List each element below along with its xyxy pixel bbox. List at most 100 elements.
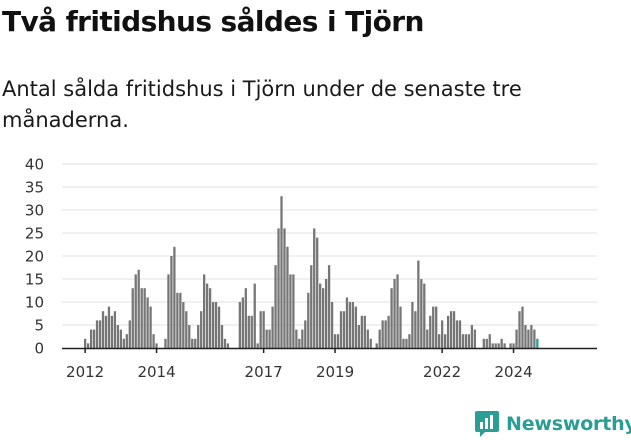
bar <box>357 325 360 348</box>
bar <box>104 315 108 348</box>
bar <box>402 338 405 348</box>
bar <box>238 302 241 348</box>
bar <box>333 334 337 348</box>
bar <box>86 343 90 348</box>
bar <box>396 274 399 348</box>
bar <box>301 329 304 348</box>
bar <box>122 338 125 348</box>
y-tick-label: 20 <box>25 248 44 266</box>
bar <box>289 274 292 348</box>
bar <box>125 334 128 348</box>
bars <box>84 196 539 348</box>
bar-chart: 0 5 10 15 20 25 30 35 40 2012 2014 2017 2019 2022 202… <box>25 156 597 381</box>
bar <box>348 302 352 348</box>
bar <box>360 315 363 348</box>
x-axis-ticks: 2012 2014 2017 2019 2022 2024 <box>66 348 533 381</box>
bar <box>378 329 381 348</box>
bar <box>292 274 295 348</box>
brand-logo: Newsworthy <box>474 408 631 440</box>
bar <box>214 302 218 348</box>
bar <box>208 288 212 348</box>
bar <box>470 325 474 348</box>
bar <box>223 338 227 348</box>
bar <box>280 196 283 348</box>
bar <box>411 302 414 348</box>
bar <box>179 292 182 348</box>
bar <box>92 329 96 348</box>
bar <box>533 329 536 348</box>
bar <box>203 274 206 348</box>
y-tick-label: 5 <box>34 317 44 335</box>
bar <box>438 334 441 348</box>
y-axis-ticks: 0 5 10 15 20 25 30 35 40 <box>25 156 44 358</box>
bar <box>84 338 87 348</box>
y-tick-label: 25 <box>25 225 44 243</box>
bar <box>399 306 402 348</box>
bar <box>322 288 325 348</box>
bar <box>530 325 533 348</box>
bar <box>220 325 224 348</box>
bar <box>515 329 518 348</box>
bar <box>262 311 265 348</box>
bar <box>390 288 393 348</box>
bar <box>467 334 471 348</box>
x-tick-label: 2014 <box>137 363 175 381</box>
bar <box>417 260 420 348</box>
bar <box>336 334 340 348</box>
bar <box>116 325 120 348</box>
chart-subtitle: Antal sålda fritidshus i Tjörn under de … <box>2 77 522 132</box>
y-tick-label: 35 <box>25 179 44 197</box>
bar <box>354 306 358 348</box>
bar <box>327 265 331 348</box>
bar <box>131 288 134 348</box>
bar <box>491 343 494 348</box>
bar <box>307 292 310 348</box>
bar <box>304 320 307 348</box>
bar <box>426 329 429 348</box>
bar <box>393 279 396 348</box>
bar <box>253 283 256 348</box>
bar <box>464 334 468 348</box>
bar <box>176 292 179 348</box>
bar <box>366 329 369 348</box>
bar <box>381 320 384 348</box>
bar <box>310 265 313 348</box>
bar <box>268 329 271 348</box>
bar <box>316 237 319 348</box>
bar <box>298 338 301 348</box>
bar <box>119 329 122 348</box>
bar <box>408 334 411 348</box>
bar <box>95 320 99 348</box>
bar <box>274 265 277 348</box>
bar <box>452 311 456 348</box>
bar <box>146 297 149 348</box>
highlight-bar <box>536 338 539 348</box>
y-tick-label: 40 <box>25 156 44 174</box>
bar <box>345 297 349 348</box>
bar <box>527 329 530 348</box>
bar <box>524 325 527 348</box>
bar <box>482 338 485 348</box>
bar <box>405 338 408 348</box>
y-tick-label: 15 <box>25 271 44 289</box>
bar <box>155 343 158 348</box>
bar <box>277 228 280 348</box>
bar <box>170 256 173 348</box>
bar <box>446 315 450 348</box>
bar <box>259 311 262 348</box>
bar <box>265 329 268 348</box>
brand-name: Newsworthy <box>506 413 631 435</box>
bar <box>375 343 378 348</box>
bar <box>149 306 152 348</box>
x-tick-label: 2022 <box>423 363 461 381</box>
bar <box>113 311 117 348</box>
bar <box>182 302 185 348</box>
bar <box>500 338 503 348</box>
bar <box>98 320 102 348</box>
bar <box>197 325 200 348</box>
bar <box>369 338 372 348</box>
bar <box>509 343 512 348</box>
bar <box>441 320 444 348</box>
bar <box>164 338 167 348</box>
bar <box>226 343 230 348</box>
